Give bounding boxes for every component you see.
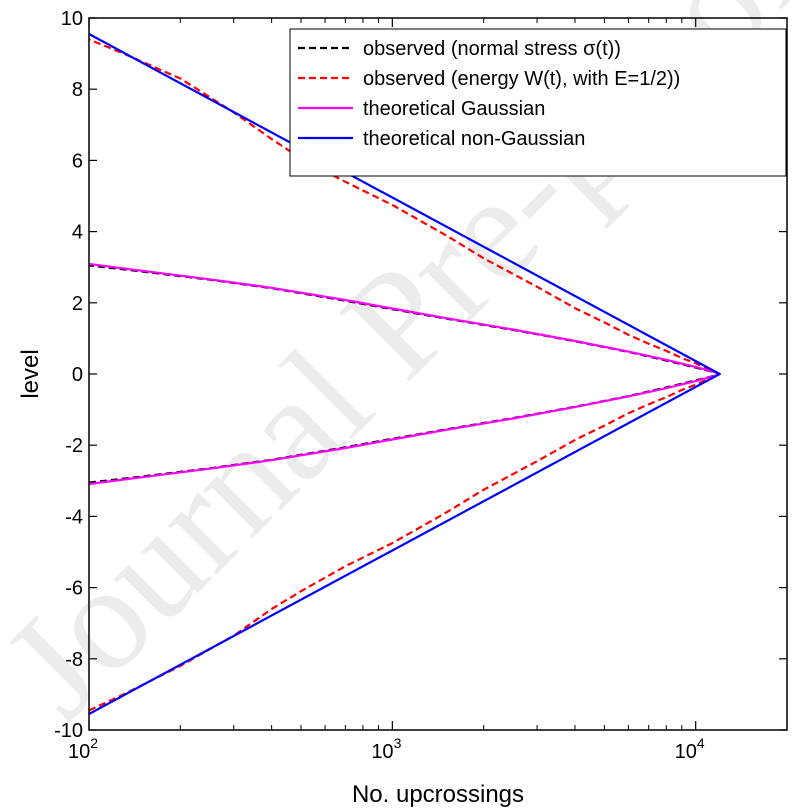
y-tick-label: 0 [72, 364, 83, 386]
y-tick-label: -2 [65, 435, 83, 457]
x-tick-label: 102 [68, 735, 98, 763]
legend: observed (normal stress σ(t)) observed (e… [289, 28, 787, 177]
y-tick-label: -4 [65, 506, 83, 528]
y-tick-label: 10 [61, 8, 83, 30]
y-axis-label: level [17, 349, 44, 398]
legend-label-4: theoretical non-Gaussian [363, 128, 585, 150]
y-tick-label: 2 [72, 293, 83, 315]
y-tick-label: 8 [72, 79, 83, 101]
x-tick-label: 104 [675, 735, 705, 763]
y-tick-label: 4 [72, 222, 83, 244]
y-tick-label: 6 [72, 150, 83, 172]
x-axis-label: No. upcrossings [352, 781, 524, 808]
y-tick-label: -10 [54, 720, 83, 742]
legend-box [289, 28, 787, 177]
y-tick-label: -8 [65, 649, 83, 671]
legend-label-1: observed (normal stress σ(t)) [363, 38, 621, 60]
legend-label-3: theoretical Gaussian [363, 98, 545, 120]
x-tick-label: 103 [371, 735, 401, 763]
ticks-layer: -10 -8 -6 -4 -2 0 2 4 6 8 10 102 103 104 [54, 8, 788, 763]
legend-label-2: observed (energy W(t), with E=1/2)) [363, 68, 680, 90]
y-tick-label: -6 [65, 578, 83, 600]
